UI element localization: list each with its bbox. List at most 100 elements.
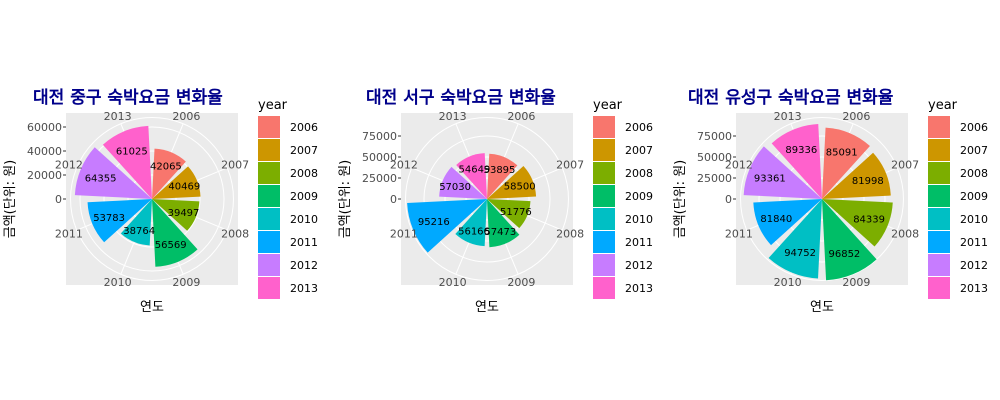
legend-swatch	[258, 162, 280, 184]
data-label: 94752	[784, 248, 816, 259]
y-tick-label: 60000	[27, 121, 62, 134]
bar-2006	[822, 127, 870, 199]
data-label: 54649	[458, 165, 490, 176]
bar-2008	[152, 199, 200, 231]
grid-circle-outer	[740, 117, 904, 281]
category-label: 2006	[172, 110, 200, 123]
legend-swatch	[593, 277, 615, 299]
data-label: 58500	[504, 182, 536, 193]
grid-circle-outer	[405, 117, 569, 281]
legend-label: 2011	[290, 236, 318, 249]
y-tick-label: 75000	[362, 130, 397, 143]
y-tick-label: 75000	[697, 130, 732, 143]
bar-2006	[487, 153, 518, 199]
legend-swatch	[928, 231, 950, 253]
data-label: 81840	[760, 214, 792, 225]
grid-circle	[758, 135, 886, 263]
x-axis-title: 연도	[810, 300, 834, 315]
legend-swatch	[258, 231, 280, 253]
legend-swatch	[928, 277, 950, 299]
y-axis-title: 금액(단위: 원)	[673, 160, 688, 238]
bar-2010	[120, 199, 152, 246]
legend-swatch	[928, 208, 950, 230]
legend-swatch	[593, 116, 615, 138]
category-label: 2008	[556, 227, 584, 240]
chart-title: 대전 서구 숙박요금 변화율	[366, 88, 556, 108]
data-label: 89336	[785, 145, 817, 156]
bar-2010	[455, 199, 487, 247]
legend-swatch	[258, 139, 280, 161]
legend-swatch	[928, 139, 950, 161]
y-tick-label: 50000	[697, 151, 732, 164]
legend-label: 2008	[960, 167, 988, 180]
x-axis-title: 연도	[140, 300, 164, 315]
category-label: 2006	[842, 110, 870, 123]
grid-circle	[779, 156, 865, 242]
legend-label: 2009	[960, 190, 988, 203]
legend-label: 2012	[290, 259, 318, 272]
legend-swatch	[258, 116, 280, 138]
bar-2006	[152, 148, 186, 199]
data-label: 93361	[754, 173, 786, 184]
grid-circle	[79, 126, 225, 272]
legend-label: 2009	[290, 190, 318, 203]
y-axis-title: 금액(단위: 원)	[338, 160, 353, 238]
bar-2007	[822, 152, 891, 199]
category-label: 2012	[55, 159, 83, 172]
legend-label: 2008	[625, 167, 653, 180]
legend-label: 2010	[625, 213, 653, 226]
legend-swatch	[593, 208, 615, 230]
y-axis-title: 금액(단위: 원)	[3, 160, 18, 238]
category-label: 2013	[439, 110, 467, 123]
data-label: 38764	[123, 226, 155, 237]
category-label: 2007	[891, 159, 919, 172]
y-tick-label: 50000	[362, 151, 397, 164]
legend-label: 2007	[290, 144, 318, 157]
legend-title: year	[928, 98, 958, 113]
bar-2007	[152, 166, 201, 199]
chart-3: 85091 81998 84339 96852 94752 81840 93361 89336…	[673, 88, 988, 315]
legend-label: 2011	[625, 236, 653, 249]
data-label: 53783	[93, 213, 125, 224]
legend-label: 2010	[960, 213, 988, 226]
legend-label: 2006	[625, 121, 653, 134]
y-tick-label: 25000	[697, 172, 732, 185]
legend-swatch	[928, 254, 950, 276]
bar-2009	[152, 199, 198, 267]
bar-2012	[743, 146, 822, 199]
bar-2013	[102, 125, 152, 199]
legend-label: 2013	[960, 282, 988, 295]
category-label: 2009	[172, 276, 200, 289]
category-label: 2011	[55, 227, 83, 240]
y-tick-label: 0	[725, 193, 732, 206]
category-label: 2012	[390, 159, 418, 172]
bar-2009	[487, 199, 520, 248]
bar-2008	[822, 199, 893, 247]
category-label: 2009	[842, 276, 870, 289]
legend-label: 2012	[960, 259, 988, 272]
bar-2011	[407, 199, 487, 253]
category-label: 2013	[774, 110, 802, 123]
grid-circle-outer	[70, 117, 234, 281]
data-label: 84339	[853, 215, 885, 226]
category-label: 2008	[221, 227, 249, 240]
legend-swatch	[928, 185, 950, 207]
legend-swatch	[928, 162, 950, 184]
bar-2008	[487, 199, 531, 229]
legend-label: 2009	[625, 190, 653, 203]
category-label: 2010	[104, 276, 132, 289]
grid-circle	[444, 156, 530, 242]
data-label: 51776	[500, 207, 532, 218]
chart-title: 대전 중구 숙박요금 변화율	[33, 88, 223, 108]
legend-title: year	[258, 98, 288, 113]
grid-circle	[465, 177, 509, 221]
bar-2013	[771, 124, 822, 199]
legend-swatch	[928, 116, 950, 138]
data-label: 42065	[150, 161, 182, 172]
legend-swatch	[593, 162, 615, 184]
legend-label: 2013	[290, 282, 318, 295]
legend-title: year	[593, 98, 623, 113]
bar-2012	[74, 147, 152, 199]
